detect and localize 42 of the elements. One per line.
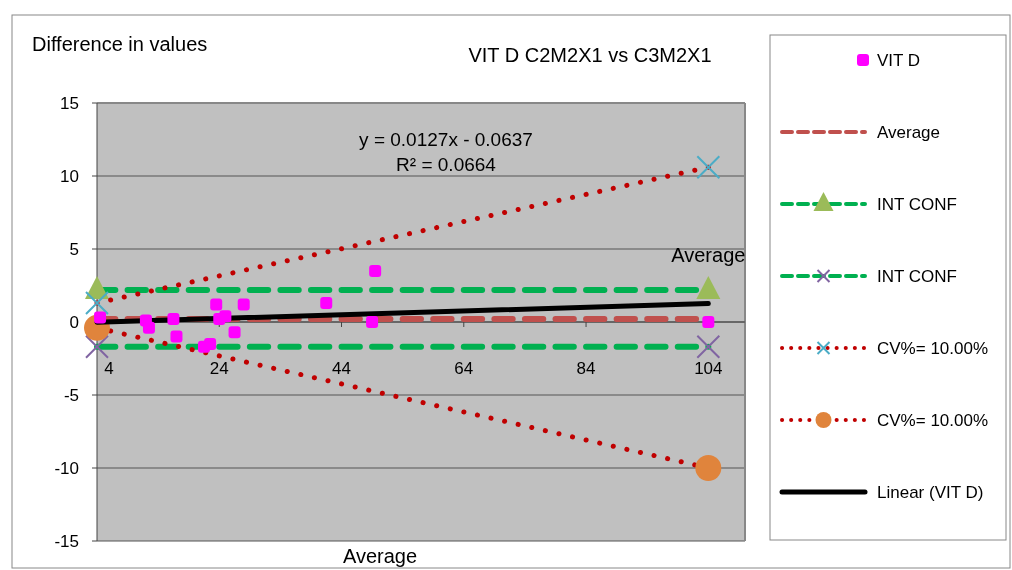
y-tick-label: -10 (54, 459, 79, 478)
annotation: R² = 0.0664 (396, 154, 497, 175)
legend-label: VIT D (877, 51, 921, 70)
point (366, 316, 379, 328)
point (167, 313, 180, 326)
point (702, 316, 715, 328)
point (696, 155, 721, 180)
point (320, 297, 333, 310)
x-tick-label: 64 (454, 359, 474, 378)
annotation: Average (671, 243, 746, 266)
y-tick-label: 5 (69, 240, 79, 259)
point (94, 311, 107, 324)
legend-label: Average (877, 123, 941, 142)
legend-label: Linear (VIT D) (877, 483, 984, 502)
x-tick-label: 84 (576, 359, 596, 378)
point (228, 326, 241, 339)
y-tick-label: 10 (60, 167, 79, 186)
point (219, 310, 232, 323)
point (237, 298, 250, 311)
y-tick-label: -5 (63, 386, 79, 405)
point (170, 330, 183, 343)
annotation: y = 0.0127x - 0.0637 (359, 129, 533, 150)
x-axis-title: Average (342, 545, 418, 567)
y-tick-label: -15 (54, 532, 79, 551)
y-tick-label: 15 (60, 94, 79, 113)
x-tick-label: 24 (209, 359, 229, 378)
legend-label: CV%= 10.00% (877, 411, 989, 430)
y-axis-title: Difference in values (32, 33, 208, 55)
point (369, 264, 382, 277)
chart-title: VIT D C2M2X1 vs C3M2X1 (468, 44, 712, 66)
point (204, 337, 217, 350)
legend-label: INT CONF (877, 267, 957, 286)
point (210, 298, 223, 311)
point (695, 455, 722, 481)
x-tick-label: 44 (332, 359, 351, 378)
point (696, 334, 721, 359)
x-tick-label: 4 (104, 359, 114, 378)
legend-label: INT CONF (877, 195, 957, 214)
point (142, 321, 155, 334)
legend-label: CV%= 10.00% (877, 339, 989, 358)
x-tick-label: 104 (694, 359, 723, 378)
y-tick-label: 0 (69, 313, 79, 332)
